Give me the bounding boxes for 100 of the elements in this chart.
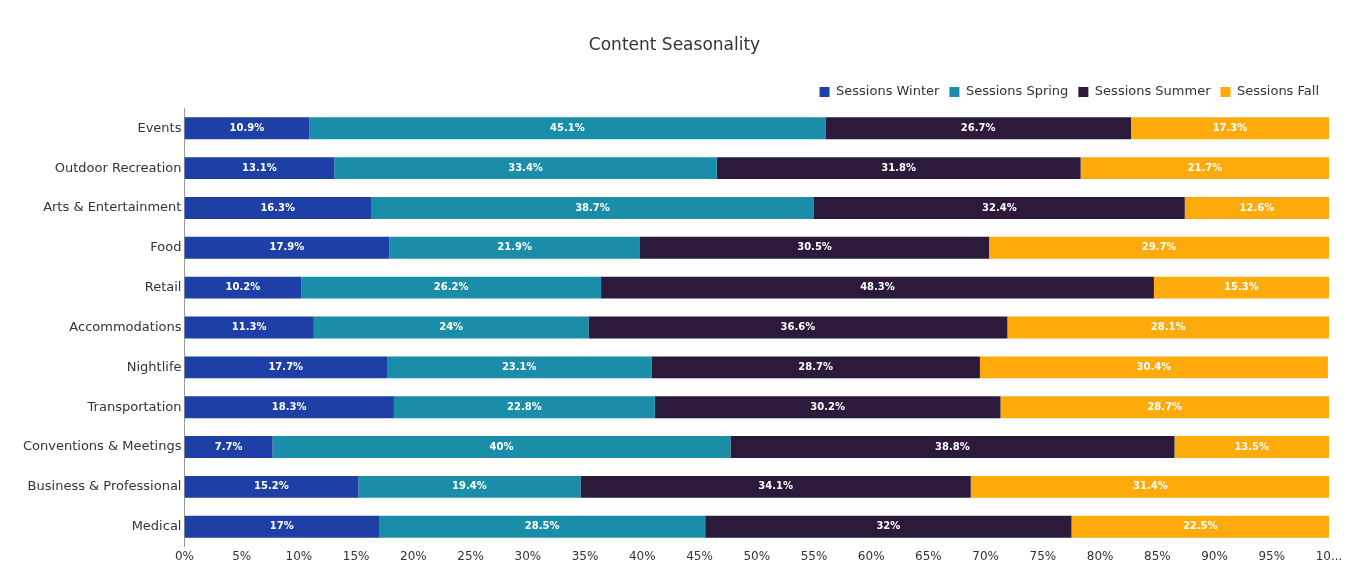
y-tick-label: Conventions & Meetings	[22, 438, 182, 454]
bar	[716, 157, 1081, 180]
x-tick-label: 75%	[1029, 548, 1057, 563]
data-label: 22.8%	[507, 400, 542, 412]
data-label: 40%	[489, 440, 514, 452]
bar	[313, 316, 589, 339]
bar	[651, 356, 980, 379]
x-tick-label: 15%	[342, 548, 370, 563]
x-tick-label: 70%	[972, 548, 999, 563]
data-label: 21.7%	[1187, 161, 1223, 173]
data-label: 17%	[269, 520, 294, 532]
data-label: 30.4%	[1136, 360, 1172, 372]
bar	[1000, 396, 1329, 419]
bar	[184, 157, 335, 180]
data-label: 33.4%	[508, 161, 543, 173]
data-label: 45.1%	[549, 121, 585, 133]
bar	[184, 515, 380, 538]
bar	[813, 197, 1185, 219]
y-tick-label: Arts & Entertainment	[43, 199, 182, 215]
y-tick-label: Medical	[131, 518, 182, 534]
x-tick-label: 25%	[457, 548, 484, 563]
x-tick-label: 55%	[800, 548, 828, 563]
data-label: 31.8%	[881, 161, 917, 173]
bar	[1174, 436, 1329, 458]
bar	[184, 475, 359, 498]
bar	[730, 436, 1175, 458]
data-label: 10.9%	[229, 121, 265, 133]
bar	[393, 396, 655, 419]
x-tick-label: 60%	[857, 548, 885, 563]
bar	[1184, 197, 1329, 219]
bar	[184, 436, 273, 458]
bar	[825, 117, 1131, 140]
data-label: 19.4%	[452, 480, 487, 492]
data-label: 22.5%	[1182, 520, 1218, 532]
bar	[309, 117, 826, 140]
x-tick-label: 40%	[628, 548, 656, 563]
x-tick-label: 10...	[1315, 548, 1343, 563]
bar	[654, 396, 1001, 419]
chart-title: Content Seasonality	[588, 33, 761, 54]
data-label: 17.7%	[268, 360, 304, 372]
y-tick-label: Nightlife	[126, 358, 182, 374]
data-label: 29.7%	[1141, 241, 1177, 253]
data-label: 13.5%	[1234, 440, 1270, 452]
data-label: 48.3%	[860, 281, 895, 293]
data-label: 38.7%	[575, 201, 610, 213]
data-label: 13.1%	[242, 161, 277, 173]
data-label: 28.7%	[798, 360, 834, 372]
data-label: 23.1%	[501, 360, 537, 372]
data-label: 36.6%	[780, 321, 816, 333]
y-tick-label: Retail	[144, 279, 182, 295]
data-label: 15.3%	[1224, 281, 1259, 293]
bar	[1130, 117, 1329, 140]
data-label: 10.2%	[225, 281, 261, 293]
x-tick-label: 95%	[1258, 548, 1286, 563]
data-label: 28.5%	[524, 520, 560, 532]
x-tick-label: 50%	[743, 548, 771, 563]
data-label: 30.5%	[797, 241, 832, 253]
bar	[272, 436, 731, 458]
x-tick-label: 0%	[174, 548, 194, 563]
bar	[601, 276, 1154, 299]
x-tick-label: 65%	[915, 548, 942, 563]
legend-label: Sessions Winter	[836, 83, 941, 99]
data-label: 28.7%	[1147, 400, 1183, 412]
y-tick-label: Outdoor Recreation	[54, 159, 182, 175]
bar	[588, 316, 1008, 339]
bar	[184, 276, 302, 299]
data-label: 7.7%	[214, 440, 243, 452]
data-label: 26.7%	[960, 121, 996, 133]
x-tick-label: 80%	[1086, 548, 1114, 563]
data-label: 26.2%	[433, 281, 469, 293]
x-tick-label: 85%	[1143, 548, 1171, 563]
bar	[301, 276, 602, 299]
bar	[184, 197, 372, 219]
x-tick-label: 20%	[400, 548, 427, 563]
y-tick-label: Business & Professional	[27, 478, 182, 494]
x-tick-label: 35%	[571, 548, 599, 563]
bar	[387, 356, 652, 379]
bar	[334, 157, 717, 180]
bar	[1153, 276, 1329, 299]
data-label: 32.4%	[982, 201, 1017, 213]
bar	[371, 197, 814, 219]
data-label: 11.3%	[231, 321, 267, 333]
bar	[358, 475, 581, 498]
bar	[184, 117, 310, 140]
x-tick-label: 90%	[1201, 548, 1228, 563]
y-tick-label: Events	[137, 119, 182, 135]
bar	[580, 475, 971, 498]
data-label: 15.2%	[254, 480, 289, 492]
x-tick-label: 30%	[514, 548, 542, 563]
bar	[389, 236, 640, 259]
bar	[989, 236, 1329, 259]
data-label: 30.2%	[810, 400, 846, 412]
legend-label: Sessions Fall	[1237, 83, 1319, 99]
y-tick-label: Transportation	[86, 398, 182, 414]
x-tick-label: 5%	[232, 548, 252, 563]
data-label: 38.8%	[935, 440, 970, 452]
bar	[379, 515, 706, 538]
bar	[184, 356, 388, 379]
bar	[639, 236, 990, 259]
x-tick-label: 45%	[686, 548, 713, 563]
